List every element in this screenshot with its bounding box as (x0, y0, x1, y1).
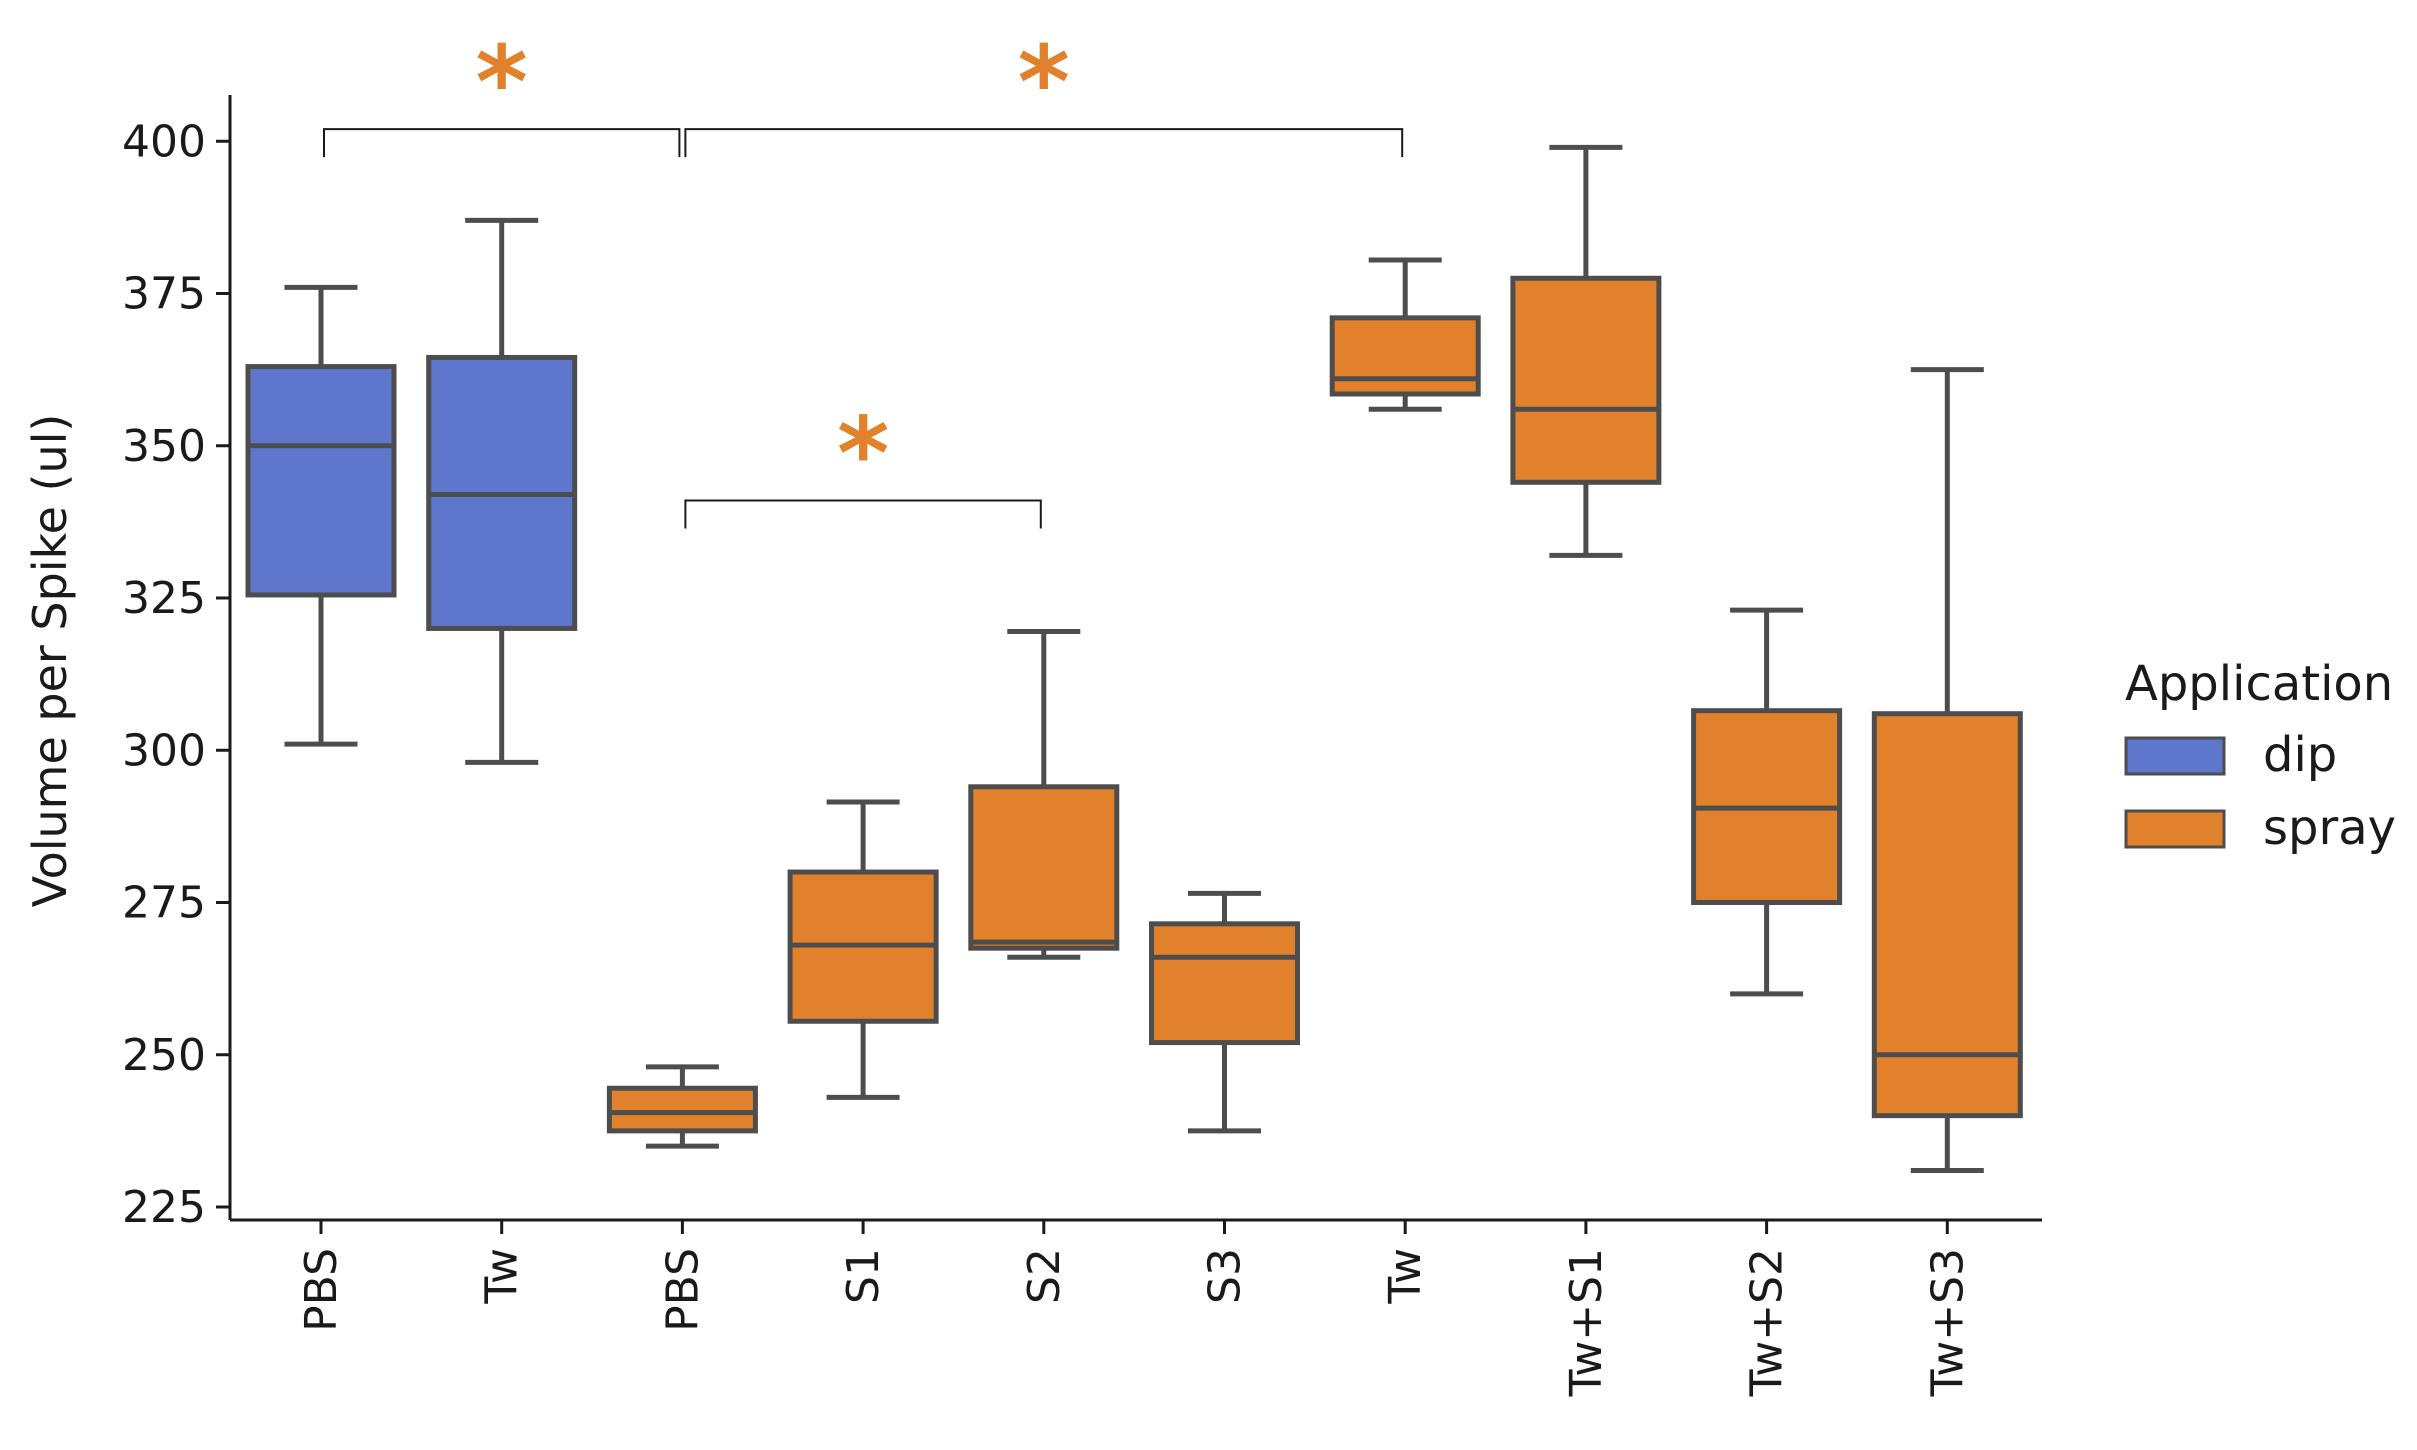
box-s2-spray (968, 628, 1120, 960)
iqr-box (245, 364, 397, 598)
box-tw-spray (1329, 257, 1481, 412)
y-tick-label: 375 (122, 269, 206, 320)
bracket-line (684, 128, 1404, 158)
legend-label: dip (2263, 727, 2337, 783)
x-tick-label: Tw (1380, 1248, 1431, 1305)
legend-label: spray (2263, 800, 2396, 856)
bracket-line (684, 499, 1042, 529)
significance-bracket: * (323, 24, 681, 158)
y-axis-title: Volume per Spike (ul) (23, 414, 77, 908)
x-tick-label: Tw+S3 (1922, 1248, 1973, 1397)
bracket-line (323, 128, 681, 158)
legend-item-spray: spray (2124, 800, 2396, 856)
iqr-box (606, 1085, 758, 1134)
boxes (245, 144, 2023, 1173)
x-tick-label: PBS (657, 1248, 708, 1332)
significance-star: * (1018, 24, 1070, 141)
significance-star: * (837, 396, 889, 513)
x-tick-label: S3 (1200, 1248, 1251, 1304)
box-tw-plus-s3-spray (1871, 367, 2023, 1173)
iqr-box (1149, 921, 1300, 1046)
legend: Application dip spray (2124, 656, 2396, 856)
box-pbs-spray (606, 1064, 758, 1149)
iqr-box (1510, 275, 1662, 485)
box-tw-plus-s2-spray (1691, 607, 1843, 997)
iqr-box (1329, 315, 1481, 397)
x-tick-label: PBS (296, 1248, 347, 1332)
legend-swatch (2124, 736, 2226, 776)
box-s3-spray (1149, 890, 1300, 1134)
legend-swatch (2124, 809, 2226, 849)
legend-item-dip: dip (2124, 727, 2337, 783)
y-tick-label: 275 (122, 878, 206, 929)
box-tw-plus-s1-spray (1510, 144, 1662, 558)
legend-title: Application (2125, 656, 2393, 712)
y-tick-label: 225 (122, 1182, 206, 1233)
box-pbs-dip (245, 284, 397, 747)
x-tick-label: Tw+S2 (1742, 1248, 1793, 1397)
significance-bracket: * (684, 24, 1404, 158)
y-tick-label: 250 (122, 1030, 206, 1081)
axes: 225 250 275 300 325 350 375 400 Volume per Spike… (23, 95, 2042, 1397)
x-tick-label: Tw (477, 1248, 528, 1305)
y-tick-label: 400 (122, 116, 206, 167)
significance-star: * (476, 24, 528, 141)
x-tick-label: S1 (838, 1248, 889, 1304)
iqr-box (968, 784, 1120, 951)
y-tick-label: 350 (122, 421, 206, 472)
y-tick-label: 325 (122, 573, 206, 624)
box-s1-spray (787, 799, 939, 1100)
box-tw-dip (426, 217, 578, 765)
x-tick-label: S2 (1019, 1248, 1070, 1304)
y-tick-label: 300 (122, 725, 206, 776)
x-tick-label: Tw+S1 (1561, 1248, 1612, 1397)
significance-annotations: * * * (323, 24, 1404, 529)
significance-bracket: * (684, 396, 1042, 529)
iqr-box (1871, 711, 2023, 1119)
